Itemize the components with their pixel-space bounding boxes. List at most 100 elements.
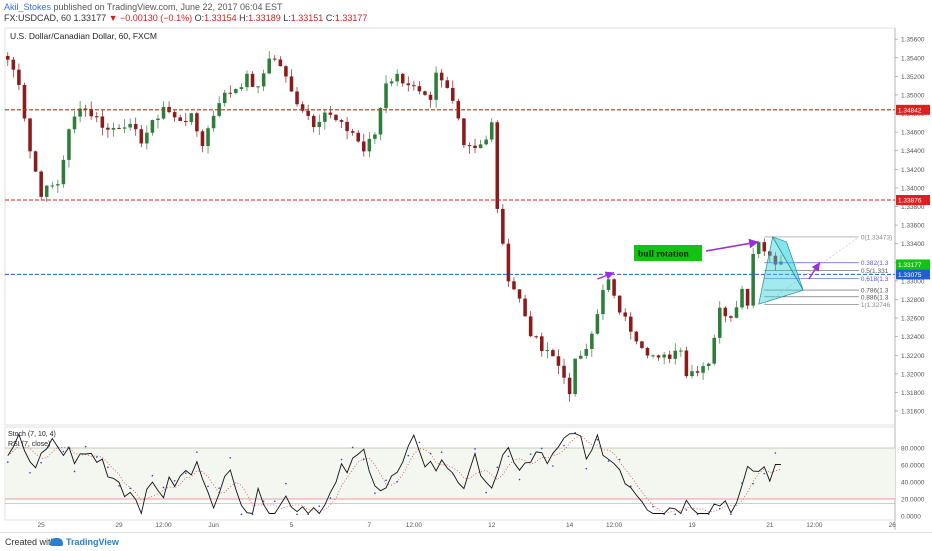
candle-body (278, 59, 283, 67)
rsi-dot (563, 444, 565, 447)
candle-body (362, 141, 366, 152)
candle-body (578, 355, 583, 359)
price-tick-label: 1.34000 (901, 185, 925, 192)
candles (6, 51, 783, 402)
candle-body (33, 151, 38, 172)
price-tick-label: 1.31600 (901, 409, 925, 416)
candle-body (83, 108, 88, 110)
rsi-dot (362, 458, 365, 461)
rsi-dot (329, 497, 332, 499)
annotation-text: bull rotation (638, 250, 689, 260)
price-tick-label: 1.32400 (901, 334, 925, 341)
candle-body (373, 134, 377, 139)
candle-body (439, 72, 444, 81)
stoch-k-line (7, 433, 782, 516)
candle-body (501, 208, 505, 244)
osc-band-fill (5, 448, 895, 499)
author-link[interactable]: Akil_Stokes (4, 2, 52, 12)
rsi-dot (285, 482, 287, 485)
rsi-dot (429, 452, 432, 455)
time-tick-label: 25 (38, 522, 46, 529)
candle-body (406, 83, 411, 86)
candle-body (367, 138, 372, 152)
osc-title: Stoch (7, 10, 4) (8, 431, 56, 438)
rsi-dot (730, 513, 732, 516)
osc-tick-label: 60.0000 (901, 463, 925, 470)
candle-body (50, 185, 55, 187)
candle-body (445, 80, 449, 88)
candle-body (111, 127, 116, 130)
candle-body (378, 108, 383, 135)
candle-body (617, 295, 622, 313)
candle-body (250, 73, 255, 87)
candle-body (311, 115, 316, 128)
fib-level-label: 1(1.32746 (861, 302, 891, 309)
candle-body (317, 121, 322, 128)
candle-body (139, 129, 144, 144)
candle-body (517, 289, 522, 299)
rsi-dot (741, 482, 743, 485)
rsi-dot (652, 505, 654, 508)
created-with-text: Created with (5, 537, 56, 547)
price-tick-label: 1.35000 (901, 92, 925, 99)
candle-body (156, 118, 160, 121)
candle-body (434, 72, 438, 100)
last-price: 1.33177 (73, 13, 107, 23)
rsi-dot (552, 465, 554, 467)
rsi-dot (18, 434, 20, 436)
candle-body (289, 76, 294, 92)
candle-body (729, 316, 733, 318)
candle-body (428, 94, 433, 100)
rsi-dot (774, 452, 777, 454)
candle-body (606, 279, 611, 291)
price-tick-label: 1.35400 (901, 55, 925, 62)
price-tick-label: 1.31800 (901, 390, 925, 397)
time-tick-label: 21 (766, 522, 774, 529)
time-tick-label: 7 (368, 522, 372, 529)
candle-body (545, 350, 550, 352)
candle-body (601, 290, 605, 315)
tradingview-brand[interactable]: TradingView (66, 537, 119, 547)
candle-body (679, 350, 683, 352)
fib-level-label: 0.618(1.3 (861, 276, 889, 283)
time-tick-label: 26 (889, 522, 897, 529)
candle-body (684, 350, 689, 377)
rsi-dot (140, 510, 143, 513)
time-tick-label: 5 (290, 522, 294, 529)
rsi-dot (262, 500, 265, 503)
rsi-dot (340, 458, 343, 461)
candle-body (400, 73, 405, 84)
price-tick-label: 1.35200 (901, 74, 925, 81)
price-tick-label: 1.32200 (901, 353, 925, 360)
rsi-dot (162, 486, 165, 489)
candle-body (106, 127, 110, 130)
rsi-dot (273, 500, 276, 503)
rsi-dot (418, 441, 421, 444)
rsi-dot (129, 487, 131, 490)
candle-body (72, 116, 77, 130)
candle-body (573, 358, 577, 395)
candle-body (117, 127, 121, 129)
rsi-dot (451, 473, 454, 475)
osc-tick-label: 40.0000 (901, 480, 925, 487)
candle-body (334, 114, 338, 121)
price-tick-label: 1.33400 (901, 241, 925, 248)
price-tick-label: 1.34400 (901, 148, 925, 155)
candle-body (584, 348, 589, 356)
price-chart[interactable]: 1.356001.354001.352001.350001.348001.346… (0, 0, 932, 532)
candle-body (95, 116, 99, 118)
rsi-dot (663, 513, 665, 516)
tradingview-cloud-icon (50, 538, 63, 546)
rsi-dot (574, 431, 576, 434)
osc-subtitle: RSI (7, close) (8, 441, 50, 448)
rsi-dot (763, 472, 766, 475)
level-label: 1.33075 (898, 272, 922, 279)
last-price-label-bg (896, 259, 930, 270)
candle-body (762, 242, 767, 252)
candle-body (467, 145, 472, 147)
candle-body (261, 73, 266, 87)
rsi-dot (107, 466, 109, 469)
rsi-dot (6, 461, 9, 463)
rsi-dot (641, 500, 643, 503)
